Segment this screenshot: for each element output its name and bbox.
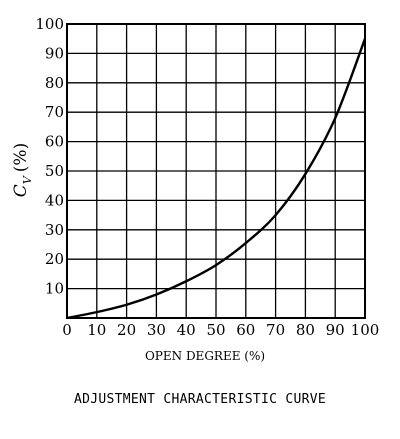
y-tick-label: 100 (35, 15, 64, 33)
y-tick-labels: 10 20 30 40 50 60 70 80 90 100 (35, 15, 64, 298)
x-tick-label: 50 (206, 321, 225, 339)
x-axis-label: OPEN DEGREE (%) (145, 349, 265, 363)
y-tick-label: 90 (45, 44, 64, 62)
y-tick-label: 40 (45, 191, 64, 209)
x-tick-label: 60 (236, 321, 255, 339)
y-axis-label: CV (%) (11, 143, 34, 197)
x-tick-label: 10 (87, 321, 106, 339)
x-tick-label: 30 (147, 321, 166, 339)
y-tick-label: 30 (45, 221, 64, 239)
plot-border (66, 23, 366, 319)
x-tick-label: 20 (117, 321, 136, 339)
y-tick-label: 60 (45, 133, 64, 151)
x-tick-label: 70 (266, 321, 285, 339)
y-tick-label: 80 (45, 74, 64, 92)
x-tick-label: 80 (296, 321, 315, 339)
y-tick-label: 10 (45, 280, 64, 298)
y-axis-label-sub: V (21, 175, 34, 184)
x-tick-labels: 0 10 20 30 40 50 60 70 80 90 100 (62, 321, 379, 339)
adjustment-curve-line (66, 38, 367, 320)
grid (67, 24, 365, 318)
x-tick-label: 100 (351, 321, 380, 339)
characteristic-chart: 0 10 20 30 40 50 60 70 80 90 100 10 20 30 40 50 60 70 80 9… (11, 15, 379, 363)
chart-caption: ADJUSTMENT CHARACTERISTIC CURVE (74, 392, 326, 407)
x-tick-label: 90 (326, 321, 345, 339)
y-tick-label: 70 (45, 103, 64, 121)
y-tick-label: 50 (45, 162, 64, 180)
plot-frame (66, 23, 366, 319)
x-tick-label: 40 (177, 321, 196, 339)
y-axis-label-unit: (%) (11, 143, 31, 172)
y-axis-label-main: C (11, 184, 31, 197)
y-tick-label: 20 (45, 250, 64, 268)
x-tick-label: 0 (62, 321, 72, 339)
